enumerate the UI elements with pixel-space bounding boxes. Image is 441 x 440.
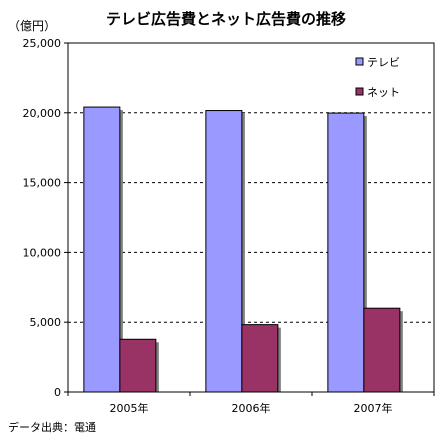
legend-swatch: [355, 87, 364, 96]
chart-title: テレビ広告費とネット広告費の推移: [106, 10, 346, 28]
legend-label: テレビ: [367, 56, 400, 69]
y-tick-label: 10,000: [23, 246, 62, 259]
bar-tv: [205, 110, 243, 393]
x-category-label: 2006年: [232, 401, 271, 415]
unit-label: （億円）: [8, 19, 56, 33]
y-tick-label: 15,000: [23, 177, 62, 190]
bar-net: [363, 307, 401, 393]
bar-net: [241, 324, 279, 393]
y-axis-ticks: 0 5,000 10,000 15,000 20,000 25,000: [23, 37, 68, 399]
bar-net: [119, 338, 157, 393]
y-tick-label: 5,000: [30, 316, 62, 329]
legend-label: ネット: [367, 86, 400, 99]
x-axis-categories: 2005年 2006年 2007年: [67, 392, 435, 415]
x-category-label: 2007年: [354, 401, 393, 415]
source-note: データ出典：電通: [8, 420, 96, 434]
y-tick-label: 0: [54, 386, 61, 399]
y-tick-label: 25,000: [23, 37, 62, 50]
plot-frame: [67, 42, 435, 393]
bars: [83, 106, 403, 393]
legend-swatch: [355, 57, 364, 66]
grid-lines: [68, 112, 434, 323]
x-category-label: 2005年: [110, 401, 149, 415]
bar-tv: [83, 106, 121, 393]
bar-tv: [327, 112, 365, 393]
y-tick-label: 20,000: [23, 107, 62, 120]
